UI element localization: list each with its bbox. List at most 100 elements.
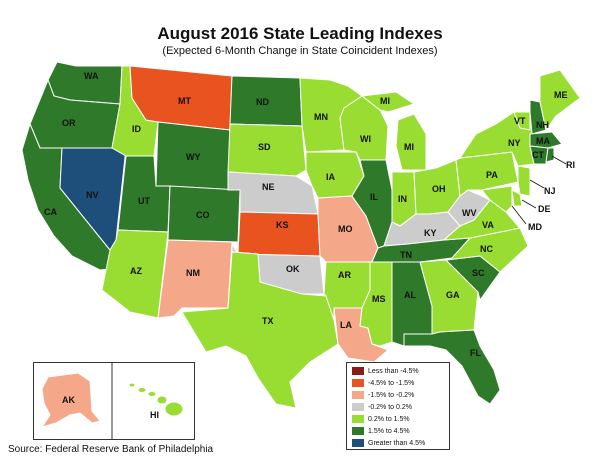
state-NE[interactable]: [227, 171, 319, 215]
legend-label: Less than -4.5%: [368, 367, 419, 375]
label-WI: WI: [360, 134, 371, 144]
label-FL: FL: [470, 348, 481, 358]
map-subtitle: (Expected 6-Month Change in State Coinci…: [162, 45, 438, 57]
legend-label: -4.5% to -1.5%: [368, 379, 415, 387]
label-AZ: AZ: [130, 266, 142, 276]
source-note: Source: Federal Reserve Bank of Philadel…: [8, 444, 214, 455]
state-CO[interactable]: [167, 185, 241, 243]
state-TX[interactable]: [181, 251, 339, 409]
md-callout-line: [511, 205, 527, 225]
state-HI[interactable]: [128, 382, 184, 417]
label-CA: CA: [44, 207, 57, 217]
label-MS: MS: [372, 294, 386, 304]
state-NM[interactable]: [157, 239, 233, 319]
label-NC: NC: [480, 244, 493, 254]
ak-hi-inset: AK HI: [33, 362, 195, 440]
label-IN: IN: [398, 194, 407, 204]
state-DE[interactable]: [511, 189, 523, 207]
label-IL: IL: [370, 192, 379, 202]
nj-callout-line: [529, 179, 545, 189]
state-MA[interactable]: [529, 131, 563, 149]
legend-swatch: [352, 403, 364, 411]
label-WA: WA: [84, 71, 99, 81]
label-RI: RI: [566, 160, 575, 170]
label-OK: OK: [286, 264, 300, 274]
label-NE: NE: [262, 182, 275, 192]
state-MI[interactable]: [360, 91, 416, 113]
label-MA: MA: [536, 136, 550, 146]
ri-callout-line: [551, 155, 567, 165]
state-VT[interactable]: [513, 111, 531, 131]
label-MT: MT: [178, 96, 191, 106]
state-MD[interactable]: [481, 185, 513, 213]
label-NM: NM: [186, 268, 200, 278]
legend-item-7: Greater than 4.5%: [352, 439, 425, 449]
legend-label: Greater than 4.5%: [368, 439, 426, 447]
legend-swatch: [352, 379, 364, 387]
state-NJ[interactable]: [517, 165, 531, 197]
label-MI-lower: MI: [404, 142, 414, 152]
legend-swatch: [352, 439, 364, 447]
label-AK: AK: [62, 395, 75, 405]
label-KS: KS: [276, 220, 289, 230]
label-WV: WV: [462, 208, 477, 218]
label-WY: WY: [186, 152, 201, 162]
state-KS[interactable]: [237, 211, 321, 257]
legend-label: -0.2% to 0.2%: [368, 403, 412, 411]
state-NH[interactable]: [529, 99, 547, 135]
label-MD: MD: [528, 222, 542, 232]
label-LA: LA: [340, 320, 352, 330]
legend-item-4: -0.2% to 0.2%: [352, 403, 412, 413]
label-HI: HI: [150, 410, 159, 420]
label-SD: SD: [258, 142, 271, 152]
legend-item-1: Less than -4.5%: [352, 367, 419, 377]
de-callout-line: [521, 199, 537, 209]
label-MO: MO: [338, 224, 353, 234]
label-VT: VT: [514, 116, 526, 126]
label-NJ: NJ: [544, 186, 556, 196]
label-UT: UT: [138, 196, 150, 206]
state-SD[interactable]: [227, 123, 307, 177]
label-CO: CO: [196, 210, 210, 220]
legend-swatch: [352, 415, 364, 423]
label-IA: IA: [326, 172, 336, 182]
legend-label: -1.5% to -0.2%: [368, 391, 415, 399]
legend-swatch: [352, 427, 364, 435]
label-PA: PA: [486, 170, 498, 180]
label-MI: MI: [380, 96, 390, 106]
label-KY: KY: [424, 228, 437, 238]
legend-item-2: -4.5% to -1.5%: [352, 379, 414, 389]
legend: Less than -4.5% -4.5% to -1.5% -1.5% to …: [346, 362, 450, 450]
legend-label: 0.2% to 1.5%: [368, 415, 410, 423]
state-AZ[interactable]: [101, 229, 169, 319]
label-TX: TX: [262, 316, 274, 326]
state-ME[interactable]: [539, 69, 581, 132]
legend-item-5: 0.2% to 1.5%: [352, 415, 410, 425]
map-title: August 2016 State Leading Indexes: [157, 24, 443, 43]
label-ME: ME: [554, 90, 568, 100]
label-AR: AR: [338, 270, 351, 280]
label-NV: NV: [86, 190, 99, 200]
legend-item-3: -1.5% to -0.2%: [352, 391, 414, 401]
label-TN: TN: [400, 250, 412, 260]
label-ND: ND: [256, 97, 269, 107]
label-OR: OR: [62, 118, 76, 128]
state-FL[interactable]: [403, 329, 501, 405]
label-NH: NH: [536, 120, 549, 130]
state-AK[interactable]: [40, 372, 101, 428]
label-SC: SC: [472, 268, 485, 278]
inset-map: AK HI: [40, 363, 184, 439]
legend-item-6: 1.5% to 4.5%: [352, 427, 410, 437]
label-DE: DE: [538, 204, 551, 214]
label-ID: ID: [132, 124, 142, 134]
label-AL: AL: [404, 290, 416, 300]
legend-label: 1.5% to 4.5%: [368, 427, 410, 435]
state-RI[interactable]: [545, 147, 555, 163]
state-CT[interactable]: [529, 145, 549, 165]
label-CT: CT: [532, 150, 544, 160]
legend-swatch: [352, 391, 364, 399]
legend-swatch: [352, 367, 364, 375]
label-VA: VA: [482, 220, 494, 230]
label-NY: NY: [508, 138, 521, 148]
